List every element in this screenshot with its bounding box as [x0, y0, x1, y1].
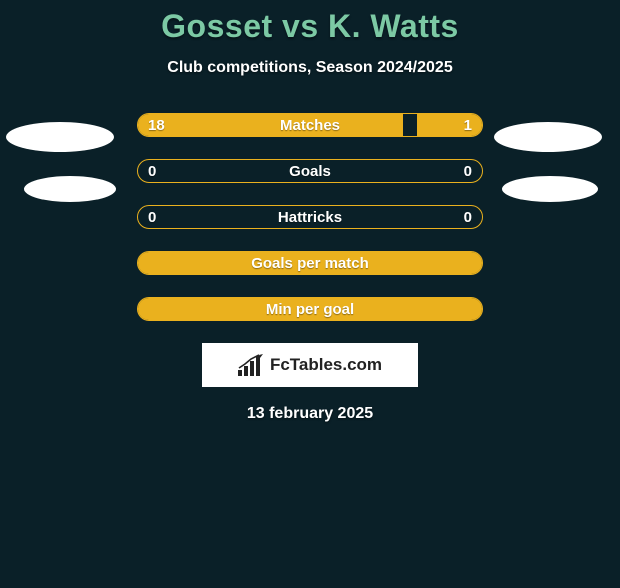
- stat-bar-gap: [403, 114, 417, 136]
- branding-text: FcTables.com: [270, 355, 382, 375]
- stat-bar-gap: [138, 206, 482, 228]
- stat-bar-left: [138, 252, 482, 274]
- stat-bar-right: [417, 114, 482, 136]
- stat-bar-gap: [138, 160, 482, 182]
- comparison-content: 18 Matches 1 0 Goals 0 0 Hattricks 0 Goa…: [0, 113, 620, 423]
- stat-bar-left: [138, 114, 403, 136]
- player-right-ellipse-1: [494, 122, 602, 152]
- stat-row-hattricks: 0 Hattricks 0: [137, 205, 483, 229]
- stat-row-goals: 0 Goals 0: [137, 159, 483, 183]
- page-title: Gosset vs K. Watts: [0, 8, 620, 45]
- footer-date: 13 february 2025: [0, 405, 620, 423]
- player-left-ellipse-2: [24, 176, 116, 202]
- player-left-ellipse-1: [6, 122, 114, 152]
- stat-row-matches: 18 Matches 1: [137, 113, 483, 137]
- bar-chart-icon: [238, 354, 264, 376]
- stat-bar-left: [138, 298, 482, 320]
- branding-box: FcTables.com: [202, 343, 418, 387]
- page-subtitle: Club competitions, Season 2024/2025: [0, 59, 620, 77]
- stat-row-goals-per-match: Goals per match: [137, 251, 483, 275]
- stat-row-min-per-goal: Min per goal: [137, 297, 483, 321]
- player-right-ellipse-2: [502, 176, 598, 202]
